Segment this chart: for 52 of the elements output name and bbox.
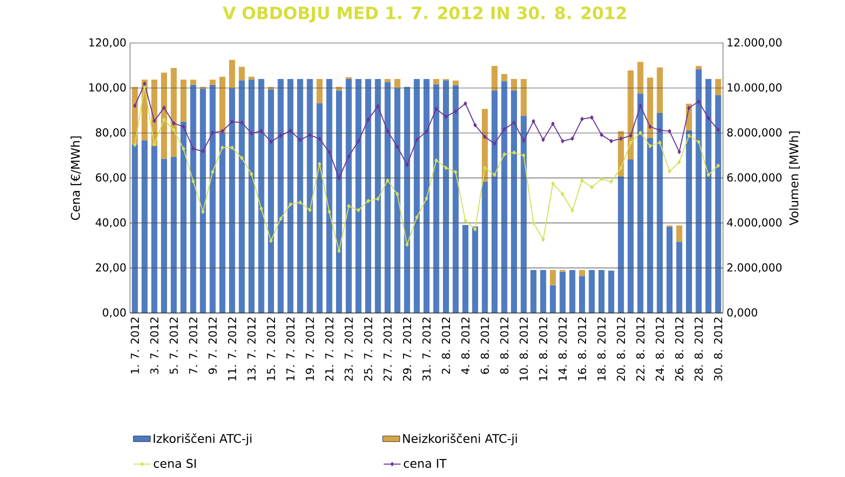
x-tick-label: 15. 7. 2012	[266, 318, 276, 380]
y-tick-label: 40,00	[96, 218, 126, 228]
x-tick-label: 14. 8. 2012	[558, 318, 567, 380]
y2-tick-label: 0,000	[727, 308, 758, 318]
x-tick-label: 31. 7. 2012	[422, 318, 431, 381]
x-tick-label: 11. 7. 2012	[228, 318, 236, 380]
y2-tick-label: 10.000,00	[728, 83, 782, 93]
y2-axis-title: Volumen [MWh]	[789, 132, 800, 226]
x-tick-label: 25. 7. 2012	[364, 318, 372, 381]
x-tick-label: 12. 8. 2012	[539, 318, 548, 380]
x-tick-label: 17. 7. 2012	[286, 318, 295, 380]
y2-tick-label: 8.000,000	[727, 128, 782, 138]
x-tick-label: 2. 8. 2012	[442, 318, 450, 374]
y-tick-label: 20,00	[96, 263, 126, 273]
x-tick-label: 8. 8. 2012	[500, 318, 508, 374]
chart-title: V OBDOBJU MED 1. 7. 2012 IN 30. 8. 2012	[222, 6, 626, 22]
y-tick-label: 120,00	[89, 38, 126, 48]
x-tick-label: 18. 8. 2012	[597, 318, 606, 380]
y2-tick-label: 4.000,000	[727, 218, 782, 228]
legend-label: cena SI	[154, 458, 196, 468]
x-tick-label: 16. 8. 2012	[578, 318, 586, 380]
x-tick-label: 21. 7. 2012	[325, 318, 334, 381]
x-tick-label: 9. 7. 2012	[208, 318, 217, 374]
y-tick-label: 60,00	[96, 173, 126, 183]
y-tick-label: 0,00	[102, 308, 126, 318]
x-tick-label: 20. 8. 2012	[616, 318, 626, 381]
x-tick-label: 13. 7. 2012	[247, 318, 256, 380]
x-tick-label: 23. 7. 2012	[344, 318, 353, 381]
y-tick-label: 80,00	[96, 128, 126, 138]
x-tick-label: 19. 7. 2012	[306, 318, 314, 380]
x-tick-label: 28. 8. 2012	[694, 318, 703, 381]
x-tick-label: 26. 8. 2012	[675, 318, 684, 381]
legend-label: cena IT	[404, 458, 447, 468]
x-tick-label: 30. 8. 2012	[714, 318, 722, 381]
x-tick-label: 22. 8. 2012	[636, 318, 645, 381]
x-tick-label: 24. 8. 2012	[656, 318, 664, 381]
y2-tick-label: 2.000,000	[727, 263, 782, 273]
y-axis-title: Cena [€/MWh]	[70, 136, 82, 220]
x-tick-label: 3. 7. 2012	[150, 318, 158, 374]
legend-label: Izkoriščeni ATC-ji	[154, 433, 252, 446]
y2-tick-label: 6.000,000	[727, 173, 782, 183]
x-tick-label: 4. 8. 2012	[461, 318, 470, 374]
legend-label: Neizkoriščeni ATC-ji	[403, 433, 517, 446]
x-tick-label: 7. 7. 2012	[189, 318, 198, 374]
x-tick-label: 29. 7. 2012	[402, 318, 412, 381]
y2-tick-label: 12.000,00	[728, 38, 782, 48]
x-tick-label: 27. 7. 2012	[383, 318, 392, 381]
x-tick-label: 5. 7. 2012	[170, 318, 178, 374]
x-tick-label: 1. 7. 2012	[130, 318, 140, 374]
y-tick-label: 100,00	[89, 83, 126, 93]
x-tick-label: 6. 8. 2012	[480, 318, 489, 374]
x-tick-label: 10. 8. 2012	[520, 318, 528, 380]
